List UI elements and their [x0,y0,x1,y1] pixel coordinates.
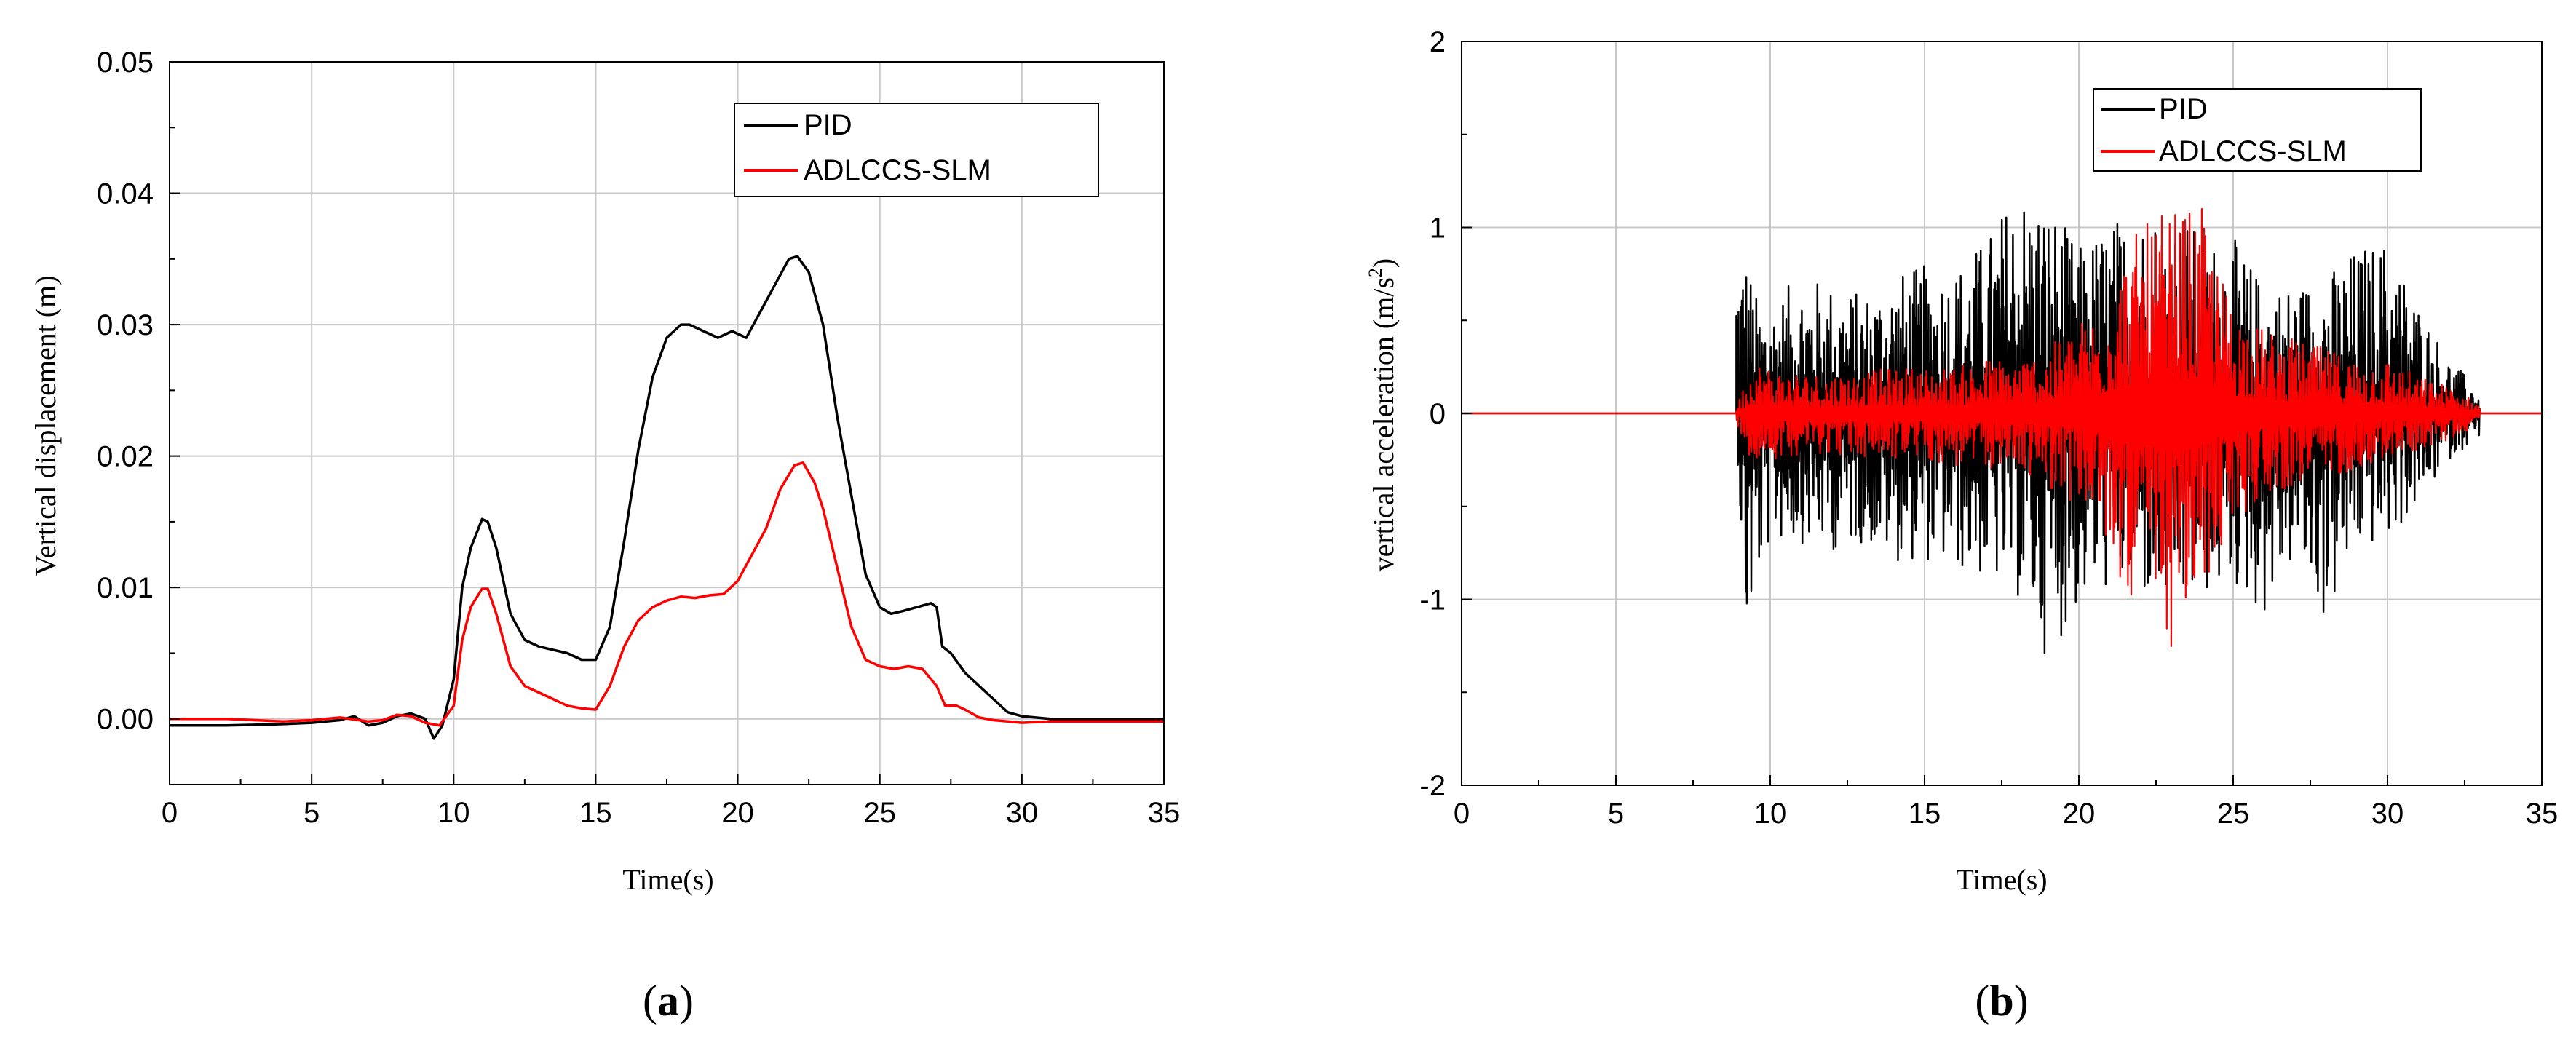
chart-a-x-tick-label: 5 [304,797,320,829]
chart-b-x-tick-label: 35 [2526,798,2559,830]
chart-a-y-tick-label: 0.05 [97,47,154,79]
chart-a-series-line-adlccs-slm [170,461,1164,727]
chart-b-y-tick-label: 1 [1430,213,1446,245]
chart-a-x-tick-label: 30 [1006,797,1039,829]
chart-a-legend-label-pid: PID [804,109,852,141]
chart-b-legend: PID ADLCCS-SLM [2093,88,2422,172]
chart-a-ticks: 0 5 10 15 20 25 30 35 0.00 0.01 0.02 0.03 0.04 0.05 [97,47,1180,829]
chart-b-x-tick-label: 10 [1754,798,1787,830]
chart-a-legend-box [734,103,1099,197]
chart-b-y-tick-label: -2 [1419,770,1446,802]
chart-a-y-tick-label: 0.01 [97,572,154,604]
chart-b-x-tick-label: 30 [2371,798,2404,830]
chart-a-x-tick-label: 20 [721,797,754,829]
chart-a-x-axis-label: Time(s) [622,863,713,896]
chart-b-y-tick-label: -1 [1419,584,1446,616]
chart-b-legend-box [2093,88,2422,172]
chart-b-y-tick-label: 2 [1430,26,1446,58]
chart-a-panel-letter: a [657,977,679,1025]
chart-b-x-tick-label: 25 [2217,798,2250,830]
chart-a-y-tick-label: 0.03 [97,309,154,341]
chart-b-y-tick-label: 0 [1430,398,1446,430]
chart-b-legend-label-adlccs: ADLCCS-SLM [2159,135,2347,167]
chart-a-series-line-pid [170,255,1164,740]
chart-a-legend: PID ADLCCS-SLM [734,103,1099,197]
chart-b: 0 5 10 15 20 25 30 35 -2 -1 0 1 2 PID ADLCCS-SLM Tim… [1365,26,2558,1025]
chart-b-panel-letter: b [1989,977,2013,1025]
chart-a-legend-label-adlccs: ADLCCS-SLM [804,154,991,186]
chart-a-y-tick-label: 0.00 [97,704,154,736]
chart-b-y-axis-label-main: vertical acceleration (m/s [1367,277,1400,571]
chart-a: 0 5 10 15 20 25 30 35 0.00 0.01 0.02 0.03 0.04 0.05 P… [29,47,1180,1025]
chart-a-y-tick-label: 0.04 [97,178,154,210]
chart-a-x-tick-label: 25 [863,797,896,829]
chart-b-y-axis-label-end: ) [1367,258,1400,268]
chart-b-panel-label: (b) [1975,977,2028,1025]
chart-b-x-axis-label: Time(s) [1956,863,2047,896]
chart-a-panel-label: (a) [643,977,694,1025]
chart-b-x-tick-label: 20 [2063,798,2096,830]
chart-a-y-tick-label: 0.02 [97,441,154,473]
chart-a-y-axis-label: Vertical displacement (m) [29,275,62,576]
chart-a-x-tick-label: 0 [162,797,178,829]
chart-a-x-tick-label: 35 [1148,797,1181,829]
chart-b-legend-label-pid: PID [2159,93,2208,125]
chart-a-series [170,255,1164,740]
chart-a-x-tick-label: 15 [579,797,612,829]
chart-b-x-tick-label: 5 [1608,798,1624,830]
chart-b-x-tick-label: 0 [1454,798,1470,830]
chart-b-y-axis-label-sup: 2 [1365,268,1386,277]
chart-b-x-tick-label: 15 [1909,798,1941,830]
chart-b-series-line-adlccs-slm [1462,208,2542,647]
chart-a-x-tick-label: 10 [437,797,470,829]
chart-b-series [1462,208,2542,654]
chart-b-y-axis-label: vertical acceleration (m/s2) [1365,258,1400,572]
chart-b-ticks: 0 5 10 15 20 25 30 35 -2 -1 0 1 2 [1419,26,2558,830]
